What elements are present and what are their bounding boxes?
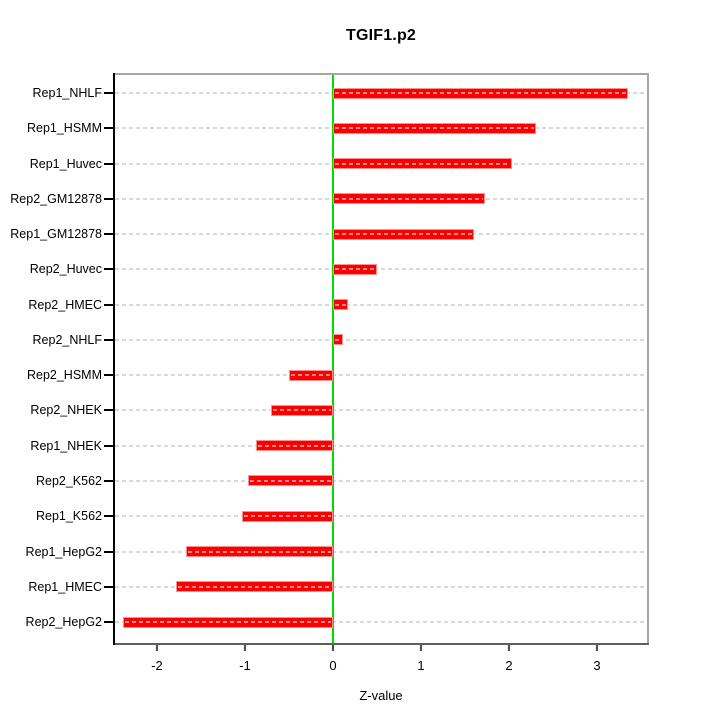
y-axis-tick — [104, 479, 113, 482]
x-axis-tick — [332, 645, 334, 651]
x-axis-tick — [156, 645, 158, 651]
x-axis-tick-label: 2 — [505, 658, 513, 673]
row-gridline — [115, 338, 647, 341]
x-axis-title: Z-value — [359, 688, 403, 703]
x-axis-tick-label: 3 — [593, 658, 601, 673]
bar-Rep2_K562 — [247, 475, 333, 487]
y-axis-label: Rep2_Huvec — [29, 262, 102, 277]
bar-dash-pattern — [244, 515, 331, 518]
y-axis-tick — [104, 515, 113, 518]
bar-dash-pattern — [335, 338, 341, 341]
bar-dash-pattern — [291, 374, 331, 377]
bar-dash-pattern — [257, 444, 331, 447]
y-axis-tick — [104, 197, 113, 200]
zero-reference-line — [332, 75, 334, 643]
y-axis-label: Rep1_HepG2 — [25, 544, 102, 559]
bar-dash-pattern — [335, 127, 535, 130]
y-axis-tick — [104, 268, 113, 271]
y-axis-tick — [104, 409, 113, 412]
row-gridline — [115, 374, 647, 377]
y-axis-tick — [104, 92, 113, 94]
plot-border-right — [647, 73, 649, 645]
x-axis-tick — [596, 645, 598, 651]
x-axis-line — [113, 643, 649, 645]
chart-title: TGIF1.p2 — [345, 27, 417, 44]
row-gridline — [115, 268, 647, 271]
y-axis-label: Rep2_NHLF — [32, 332, 102, 347]
row-gridline — [115, 585, 647, 588]
row-gridline — [115, 303, 647, 306]
bar-Rep2_HMEC — [333, 299, 348, 311]
bar-Rep2_HSMM — [289, 369, 333, 381]
y-axis-tick — [104, 127, 113, 130]
bar-dash-pattern — [273, 409, 331, 412]
bar-Rep1_HSMM — [333, 122, 537, 134]
bar-dash-pattern — [335, 268, 375, 271]
row-gridline — [115, 444, 647, 447]
bar-Rep2_HepG2 — [122, 616, 333, 628]
x-axis-tick — [244, 645, 246, 651]
plot-border-top — [113, 73, 649, 75]
bar-Rep2_GM12878 — [333, 193, 486, 205]
bar-Rep2_Huvec — [333, 263, 377, 275]
bar-Rep1_NHEK — [255, 440, 333, 452]
bar-dash-pattern — [335, 197, 484, 200]
y-axis-line — [113, 73, 115, 645]
x-axis-tick-label: 0 — [329, 658, 337, 673]
y-axis-tick — [104, 585, 113, 588]
bar-dash-pattern — [188, 550, 331, 553]
bar-Rep1_K562 — [242, 510, 333, 522]
y-axis-tick — [104, 374, 113, 377]
bar-dash-pattern — [335, 303, 346, 306]
row-gridline — [115, 515, 647, 518]
bar-dash-pattern — [335, 162, 510, 165]
row-gridline — [115, 479, 647, 482]
y-axis-label: Rep1_HSMM — [26, 121, 102, 136]
y-axis-tick — [104, 338, 113, 341]
y-axis-tick — [104, 303, 113, 306]
x-axis-tick — [508, 645, 510, 651]
y-axis-label: Rep2_GM12878 — [10, 191, 102, 206]
x-axis-tick-label: 1 — [417, 658, 425, 673]
bar-Rep1_GM12878 — [333, 228, 474, 240]
bar-dash-pattern — [335, 233, 472, 236]
y-axis-label: Rep2_HMEC — [28, 297, 102, 312]
y-axis-label: Rep1_HMEC — [28, 579, 102, 594]
y-axis-label: Rep1_NHLF — [32, 86, 102, 100]
x-axis-tick-label: -1 — [239, 658, 251, 673]
row-gridline — [115, 621, 647, 624]
bar-Rep2_NHLF — [333, 334, 343, 346]
bar-Rep1_NHLF — [333, 87, 628, 99]
y-axis-tick — [104, 444, 113, 447]
y-axis-label: Rep1_GM12878 — [10, 227, 102, 242]
bar-Rep1_HMEC — [176, 581, 333, 593]
y-axis-label: Rep1_K562 — [35, 509, 102, 524]
bar-dash-pattern — [335, 92, 626, 94]
plot-area — [113, 73, 649, 645]
y-axis-label: Rep1_NHEK — [30, 438, 102, 453]
x-axis-tick — [420, 645, 422, 651]
y-axis-tick — [104, 233, 113, 236]
y-axis-label: Rep1_Huvec — [29, 156, 102, 171]
row-gridline — [115, 550, 647, 553]
y-axis-label: Rep2_HSMM — [26, 368, 102, 383]
bar-dash-pattern — [124, 621, 331, 624]
y-axis-tick — [104, 621, 113, 624]
y-axis-tick — [104, 162, 113, 165]
bar-dash-pattern — [178, 585, 331, 588]
bar-Rep1_HepG2 — [186, 546, 333, 557]
y-axis-label: Rep2_K562 — [35, 473, 102, 488]
y-axis-label: Rep2_HepG2 — [25, 615, 102, 630]
bar-dash-pattern — [249, 479, 331, 482]
bar-Rep2_NHEK — [271, 404, 333, 416]
x-axis-tick-label: -2 — [151, 658, 163, 673]
y-axis-label: Rep2_NHEK — [30, 403, 102, 418]
row-gridline — [115, 409, 647, 412]
bar-Rep1_Huvec — [333, 158, 512, 170]
y-axis-tick — [104, 550, 113, 553]
